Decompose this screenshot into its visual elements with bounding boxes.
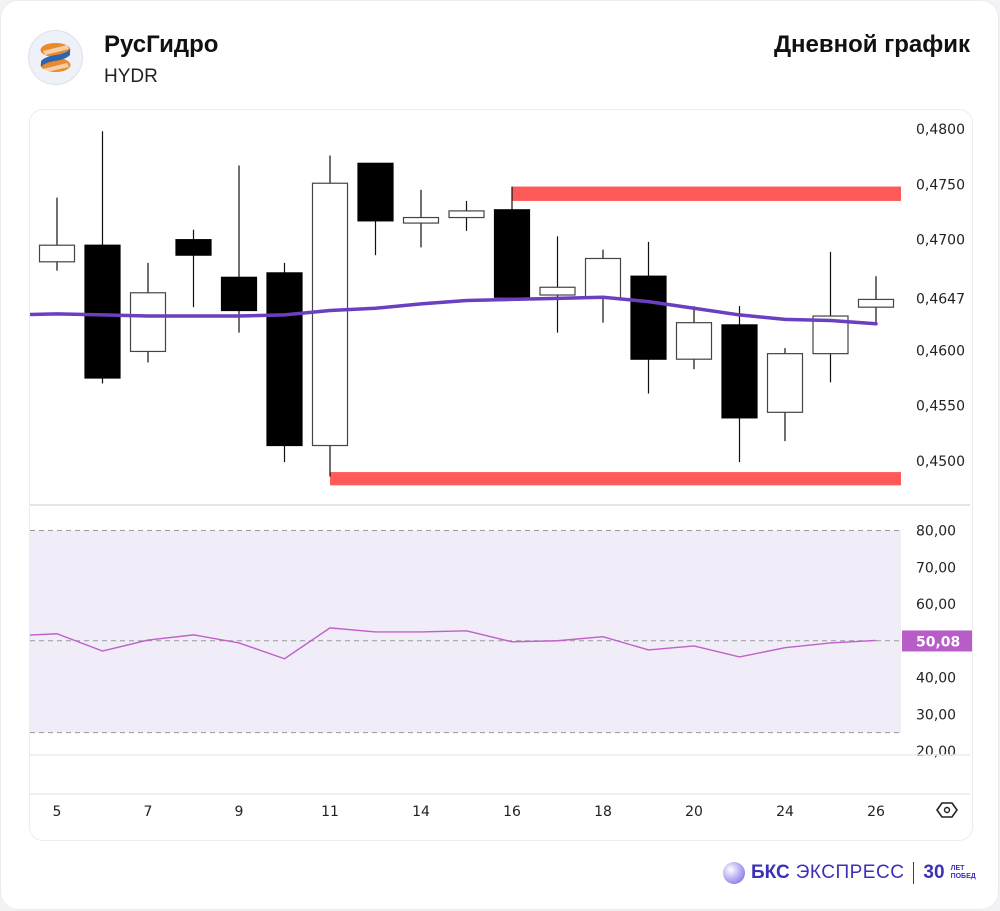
candle xyxy=(857,276,895,325)
candle-body xyxy=(448,210,485,219)
rsi-last-value: 50,08 xyxy=(916,634,960,650)
brand-separator xyxy=(913,862,915,884)
candle xyxy=(38,197,76,271)
brand-anniversary-text: ЛЕТ ПОБЕД xyxy=(951,865,976,881)
chart-type-label: Дневной график xyxy=(773,31,970,58)
time-axis-tick: 16 xyxy=(503,804,521,820)
brand-name-bold: БКС xyxy=(751,862,790,883)
support-zone xyxy=(330,472,901,486)
rsi-axis-tick: 40,00 xyxy=(916,671,956,687)
candle-body xyxy=(266,272,303,447)
candle xyxy=(448,200,485,231)
candle-body xyxy=(584,257,622,299)
candle-body xyxy=(857,298,895,308)
time-axis-tick: 20 xyxy=(685,804,703,820)
candle-body xyxy=(630,275,667,360)
candle xyxy=(220,165,258,333)
price-axis-tick: 0,4600 xyxy=(916,343,965,359)
rushydro-logo xyxy=(28,30,83,85)
company-name: РусГидро xyxy=(104,31,219,58)
time-axis: 5 7 9 11 14 16 18 20 24 26 xyxy=(30,793,970,820)
candle xyxy=(766,348,804,442)
candle-body xyxy=(721,324,758,419)
candle-body xyxy=(220,276,258,312)
candle-body xyxy=(175,239,212,256)
rsi-axis-tick: 30,00 xyxy=(916,707,956,723)
candle-body xyxy=(766,353,804,413)
candle xyxy=(402,189,440,248)
candle xyxy=(357,162,394,256)
time-axis-tick: 18 xyxy=(594,804,612,820)
price-axis-tick: 0,4750 xyxy=(916,177,965,193)
price-pane: 0,4800 0,4750 0,4700 0,4647 0,4600 0,4550 0,45… xyxy=(30,122,970,506)
candle-body xyxy=(675,322,713,360)
candle-body xyxy=(493,209,531,298)
candle-body xyxy=(38,244,76,263)
candle xyxy=(675,306,713,370)
candle xyxy=(812,251,849,383)
candle-body xyxy=(311,182,349,447)
time-axis-tick: 11 xyxy=(321,804,339,820)
price-axis-tick: 0,4500 xyxy=(916,454,965,470)
candle xyxy=(493,186,531,300)
moving-average-line xyxy=(30,295,878,326)
rsi-axis-tick: 70,00 xyxy=(916,560,956,576)
ticker-symbol: HYDR xyxy=(104,66,158,87)
time-axis-tick: 9 xyxy=(235,804,244,820)
price-plot-area xyxy=(30,131,901,486)
rsi-pane: 80,00 70,00 60,00 40,00 30,00 20,00 50,08 xyxy=(30,524,972,760)
price-axis-tick: 0,4647 xyxy=(916,291,965,307)
candle-body xyxy=(357,162,394,222)
candle xyxy=(721,306,758,463)
rsi-line xyxy=(30,627,877,660)
price-axis-tick: 0,4550 xyxy=(916,399,965,415)
rsi-axis-tick: 80,00 xyxy=(916,524,956,540)
rsi-axis-tick: 20,00 xyxy=(916,744,956,760)
candle xyxy=(584,249,622,323)
candle-body xyxy=(129,292,167,353)
settings-icon[interactable] xyxy=(936,802,958,818)
time-axis-tick: 5 xyxy=(53,804,62,820)
rsi-plot-area xyxy=(30,627,877,660)
brand-anniversary-number: 30 xyxy=(923,862,945,883)
candle xyxy=(630,241,667,394)
candle-body xyxy=(84,244,121,379)
resistance-zone xyxy=(512,186,901,201)
rushydro-logo-icon xyxy=(40,43,71,72)
candle xyxy=(84,131,121,384)
candle xyxy=(539,236,576,333)
candle xyxy=(266,262,303,463)
rsi-last-value-badge xyxy=(902,630,972,652)
candle xyxy=(311,155,349,477)
time-axis-tick: 14 xyxy=(412,804,430,820)
candle xyxy=(175,229,212,308)
rsi-axis-tick: 60,00 xyxy=(916,597,956,613)
price-axis-tick: 0,4700 xyxy=(916,233,965,249)
bks-express-logo: БКС ЭКСПРЕСС 30 ЛЕТ ПОБЕД xyxy=(723,861,976,885)
brand-anniversary-text-1: ЛЕТ xyxy=(950,865,965,872)
candle xyxy=(129,262,167,363)
time-axis-tick: 26 xyxy=(867,804,885,820)
time-axis-tick: 24 xyxy=(776,804,794,820)
time-axis-tick: 7 xyxy=(144,804,153,820)
bks-ball-icon xyxy=(723,862,745,884)
rsi-band xyxy=(30,530,901,733)
brand-anniversary-text-2: ПОБЕД xyxy=(950,873,976,880)
candle-body xyxy=(402,216,440,224)
price-axis-tick: 0,4800 xyxy=(916,122,965,138)
brand-name: ЭКСПРЕСС xyxy=(795,862,905,883)
candle-body xyxy=(539,286,576,296)
